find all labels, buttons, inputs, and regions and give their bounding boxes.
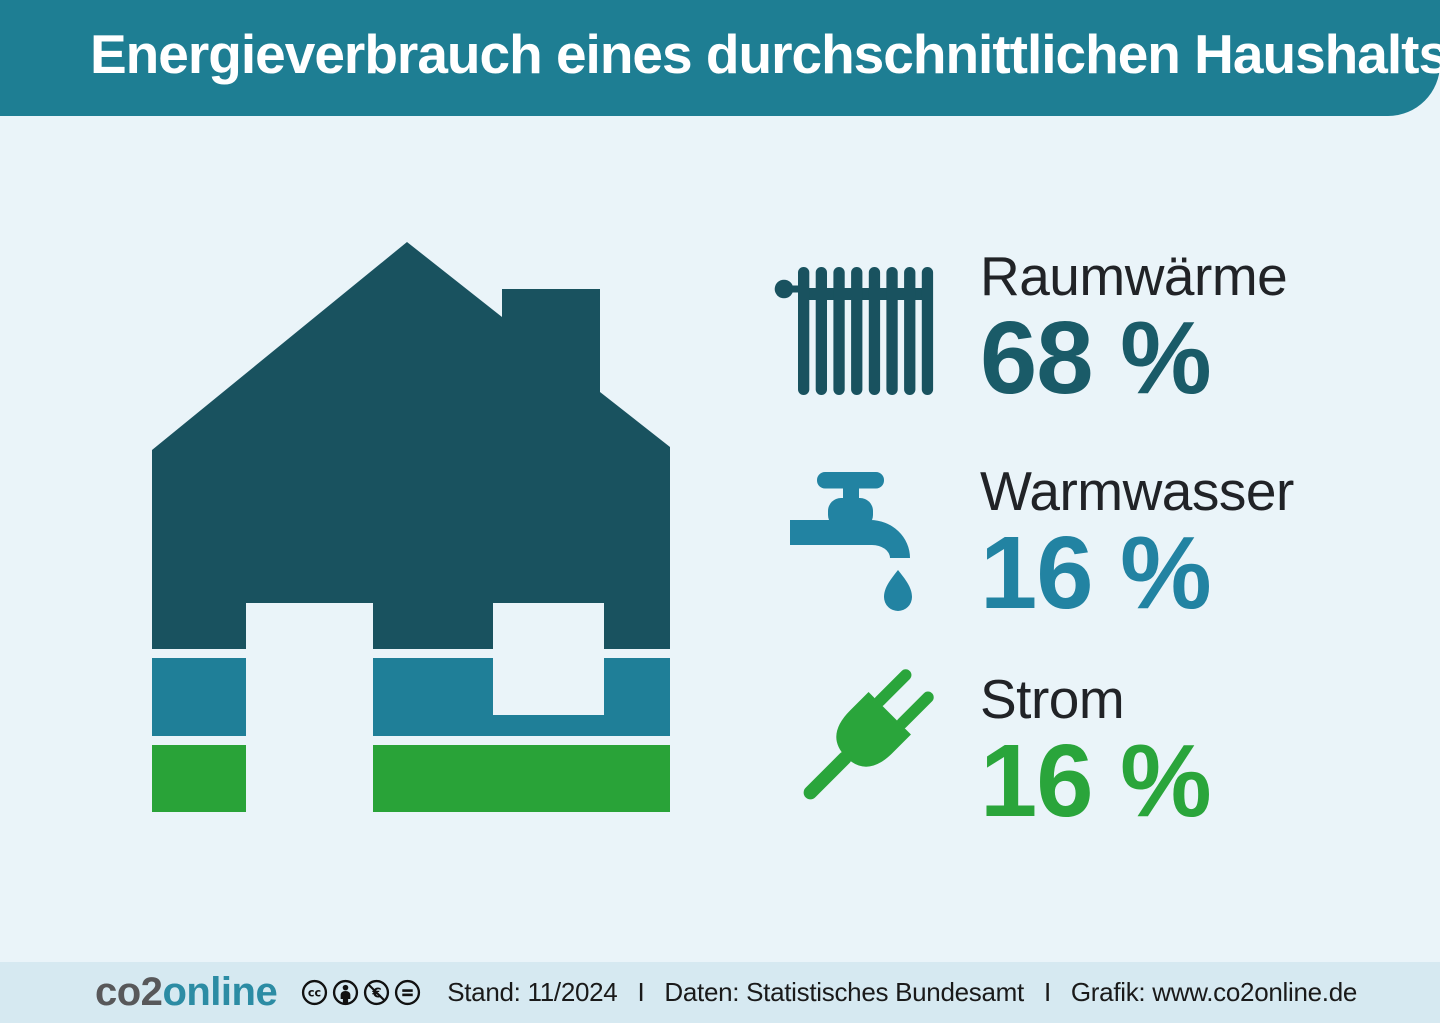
logo-prefix: co2 xyxy=(95,970,163,1014)
legend-value: 68 % xyxy=(980,300,1212,415)
cc-nc-eu-icon: € xyxy=(364,979,390,1006)
window-cutout xyxy=(493,603,604,715)
logo-suffix: online xyxy=(162,970,278,1014)
electricity-band xyxy=(152,745,670,812)
plug-icon xyxy=(803,669,934,800)
legend-text-warmwasser: Warmwasser 16 % xyxy=(980,461,1294,625)
legend-label: Raumwärme xyxy=(980,245,1288,307)
legend-text-raumwaerme: Raumwärme 68 % xyxy=(980,245,1288,415)
radiator-icon xyxy=(774,267,934,395)
legend-label: Warmwasser xyxy=(980,460,1294,522)
legend-value: 16 % xyxy=(980,723,1212,838)
cc-nd-icon xyxy=(395,979,421,1006)
legend-label: Strom xyxy=(980,668,1125,730)
door-cutout xyxy=(246,603,373,831)
credit-grafik: Grafik: www.co2online.de xyxy=(1070,977,1358,1007)
legend-item-strom: Strom 16 % xyxy=(770,663,1390,853)
credits-text: Stand: 11/2024 I Daten: Statistisches Bu… xyxy=(447,977,1357,1008)
credit-stand: Stand: 11/2024 xyxy=(447,977,618,1007)
legend-item-raumwaerme: Raumwärme 68 % xyxy=(770,240,1390,430)
credit-separator: I xyxy=(1043,977,1051,1007)
house-silhouette xyxy=(152,242,670,649)
page-title: Energieverbrauch eines durchschnittliche… xyxy=(90,23,1440,85)
legend-text-strom: Strom 16 % xyxy=(980,668,1212,838)
svg-text:cc: cc xyxy=(308,987,321,1000)
cc-by-icon xyxy=(333,979,359,1006)
legend-item-warmwasser: Warmwasser 16 % xyxy=(770,455,1390,645)
footer-bar: co2online cc € Stand: 11/2024 I Daten: S… xyxy=(0,962,1440,1023)
faucet-icon xyxy=(790,472,912,611)
cc-icon: cc xyxy=(302,979,328,1006)
license-icons: cc € xyxy=(301,979,421,1006)
credit-daten: Daten: Statistisches Bundesamt xyxy=(664,977,1024,1007)
credit-separator: I xyxy=(637,977,645,1007)
co2online-logo: co2online xyxy=(95,970,278,1015)
header-banner: Energieverbrauch eines durchschnittliche… xyxy=(0,0,1440,116)
legend-value: 16 % xyxy=(980,515,1212,630)
